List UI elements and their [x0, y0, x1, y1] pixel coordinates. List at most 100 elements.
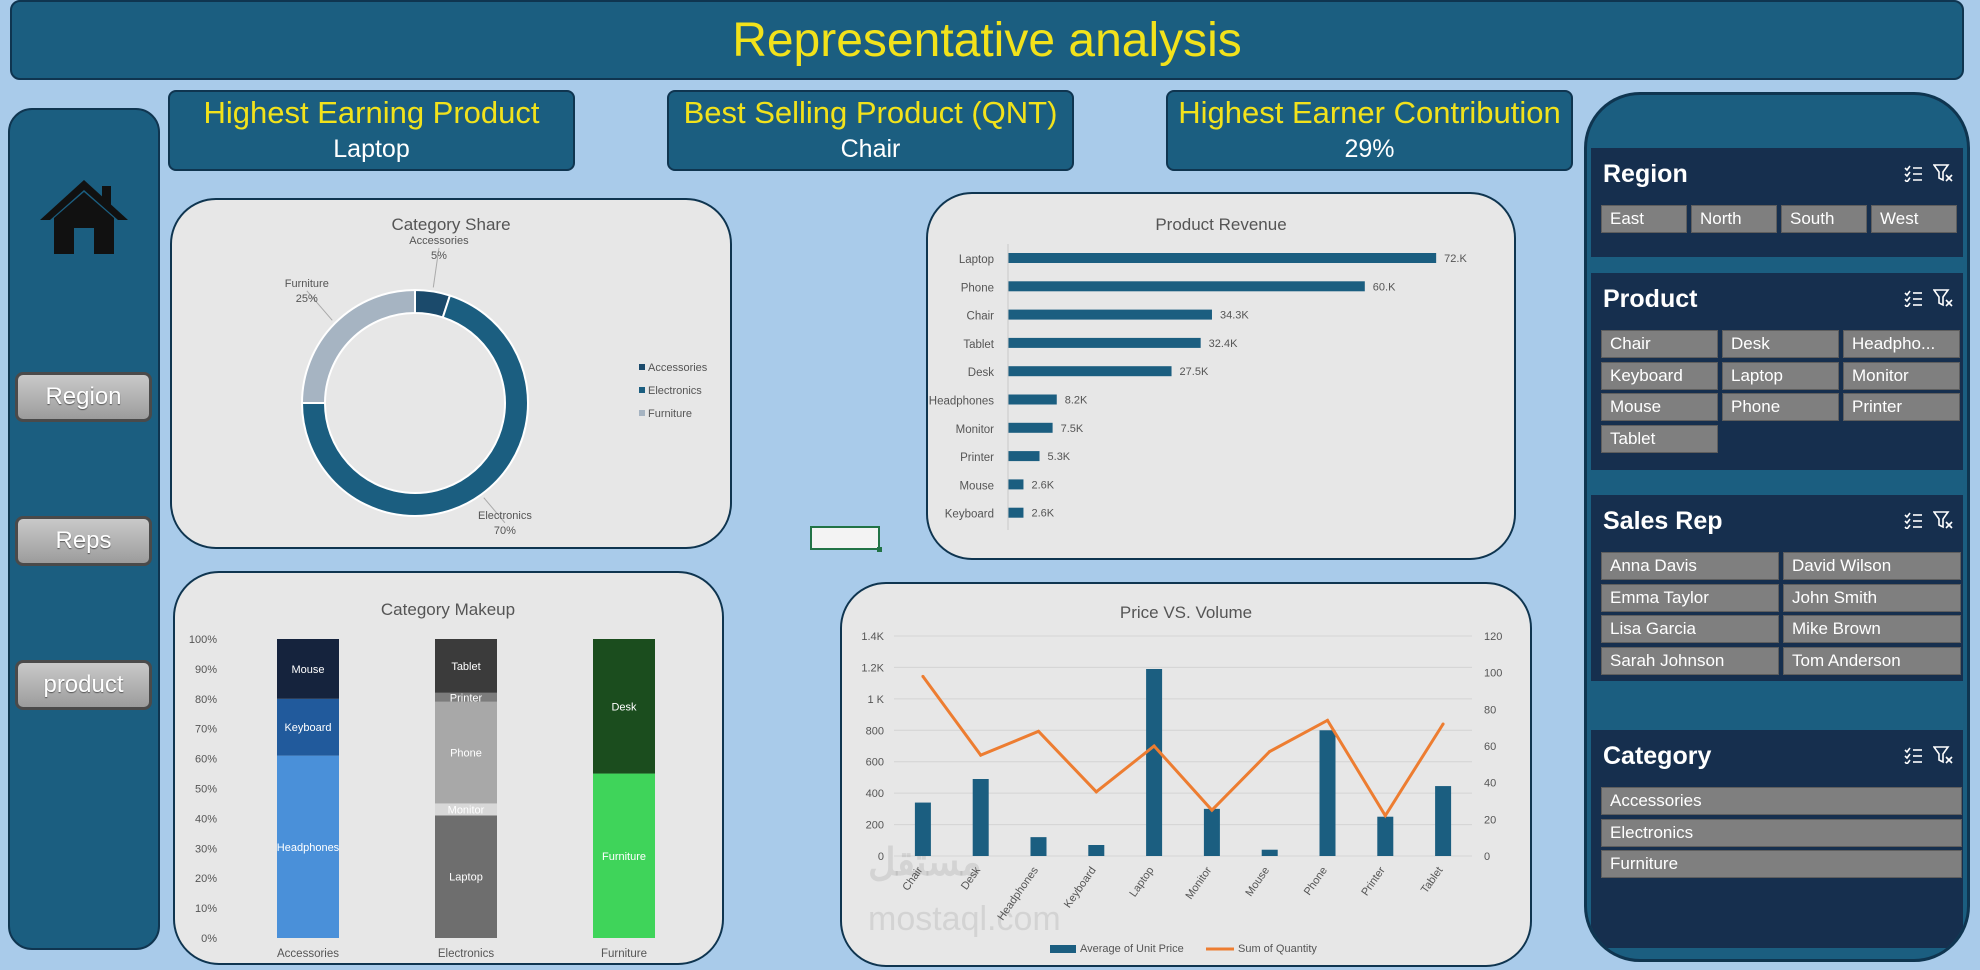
axis-label: Phone — [961, 282, 994, 294]
quantity-point — [1094, 790, 1098, 794]
stack-segment-printer — [435, 692, 497, 702]
price-bar-monitor — [1203, 808, 1220, 856]
quantity-line — [921, 675, 1445, 819]
slicer-item-west[interactable]: West — [1871, 205, 1957, 233]
x-tick: Laptop — [1127, 865, 1156, 899]
slicer-toolbar — [1893, 164, 1953, 187]
stack-segment-laptop — [435, 815, 497, 938]
product-nav-button[interactable]: product — [15, 660, 152, 710]
chart-title: Product Revenue — [1155, 215, 1286, 234]
y-tick: 50% — [195, 784, 217, 796]
product-revenue-card: Product Revenue Laptop 72.K Phone 60.K Chair 3… — [926, 192, 1516, 560]
slicer-item-printer[interactable]: Printer — [1843, 393, 1960, 421]
stack-segment-furniture — [593, 773, 655, 938]
slicer-item-david-wilson[interactable]: David Wilson — [1783, 552, 1961, 580]
reps-nav-button[interactable]: Reps — [15, 516, 152, 566]
chart-title: Price VS. Volume — [1120, 603, 1252, 622]
slicer-item-mouse[interactable]: Mouse — [1601, 393, 1718, 421]
slicer-item-lisa-garcia[interactable]: Lisa Garcia — [1601, 615, 1779, 643]
product-revenue-chart: Product Revenue Laptop 72.K Phone 60.K Chair 3… — [929, 215, 1467, 530]
y-tick: 10% — [195, 903, 217, 915]
slicer-title: Region — [1603, 160, 1688, 188]
slicer-item-keyboard[interactable]: Keyboard — [1601, 361, 1718, 390]
home-icon[interactable] — [38, 176, 130, 261]
multi-select-icon[interactable] — [1903, 511, 1923, 531]
clear-filter-icon[interactable] — [1932, 164, 1953, 182]
x-tick: Phone — [1302, 865, 1330, 898]
slicer-item-john-smith[interactable]: John Smith — [1783, 583, 1961, 612]
slicer-item-accessories[interactable]: Accessories — [1601, 787, 1962, 815]
data-label: 27.5K — [1180, 366, 1209, 378]
slicer-item-furniture[interactable]: Furniture — [1601, 850, 1962, 878]
donut-slice-furniture — [300, 288, 416, 404]
slicer-item-sarah-johnson[interactable]: Sarah Johnson — [1601, 646, 1779, 675]
x-tick: Furniture — [601, 948, 647, 960]
region-slicer: Region East North South West — [1591, 148, 1963, 257]
segment-label: Tablet — [451, 661, 480, 673]
slice-label: Accessories — [409, 235, 469, 247]
y-tick-right: 100 — [1484, 668, 1502, 680]
axis-label: Laptop — [959, 254, 994, 266]
slicer-item-anna-davis[interactable]: Anna Davis — [1601, 552, 1779, 580]
selected-cell[interactable] — [810, 526, 882, 552]
leader-line — [432, 247, 440, 288]
segment-label: Desk — [611, 701, 637, 713]
clear-filter-icon[interactable] — [1932, 511, 1953, 529]
segment-label: Phone — [450, 748, 482, 760]
kpi-title: Highest Earning Product — [203, 95, 540, 130]
data-label: 72.K — [1444, 253, 1467, 265]
slicer-item-tom-anderson[interactable]: Tom Anderson — [1783, 646, 1961, 675]
segment-label: Mouse — [291, 664, 324, 676]
clear-filter-icon[interactable] — [1932, 746, 1953, 764]
y-tick: 70% — [195, 724, 217, 736]
multi-select-icon[interactable] — [1903, 289, 1923, 309]
y-tick: 20% — [195, 873, 217, 885]
price-bar-phone — [1319, 730, 1336, 856]
y-tick: 80% — [195, 694, 217, 706]
slicer-item-south[interactable]: South — [1781, 205, 1867, 233]
region-nav-button[interactable]: Region — [15, 372, 152, 422]
y-tick-left: 400 — [866, 788, 884, 800]
slicer-item-headpho[interactable]: Headpho... — [1843, 330, 1960, 358]
multi-select-icon[interactable] — [1903, 164, 1923, 184]
y-tick-left: 1 K — [867, 694, 884, 706]
data-label: 8.2K — [1065, 395, 1088, 407]
quantity-point — [1210, 808, 1214, 812]
stack-segment-keyboard — [277, 698, 339, 756]
slicer-item-east[interactable]: East — [1601, 205, 1687, 233]
slicer-item-laptop[interactable]: Laptop — [1722, 361, 1839, 390]
quantity-point — [1268, 750, 1272, 753]
x-tick: Electronics — [438, 948, 494, 960]
kpi-highest-earning-product: Highest Earning Product Laptop — [168, 90, 575, 171]
revenue-bar-tablet — [1008, 337, 1201, 348]
segment-label: Keyboard — [284, 722, 331, 734]
page-title: Representative analysis — [732, 13, 1242, 67]
clear-filter-icon[interactable] — [1932, 289, 1953, 307]
slicer-item-electronics[interactable]: Electronics — [1601, 818, 1962, 847]
y-tick-right: 40 — [1484, 778, 1496, 790]
kpi-title: Best Selling Product (QNT) — [683, 95, 1058, 130]
legend-swatch — [639, 364, 645, 370]
legend-label: Average of Unit Price — [1080, 943, 1184, 955]
price-bar-keyboard — [1088, 845, 1105, 856]
y-tick-left: 200 — [866, 820, 884, 832]
slicer-item-monitor[interactable]: Monitor — [1843, 361, 1960, 390]
category-share-chart: Category ShareAccessories5%Electronics70… — [285, 215, 708, 537]
y-tick-right: 20 — [1484, 814, 1496, 826]
slicer-item-tablet[interactable]: Tablet — [1601, 424, 1718, 453]
slicer-item-phone[interactable]: Phone — [1722, 393, 1839, 421]
slicer-item-chair[interactable]: Chair — [1601, 330, 1718, 358]
multi-select-icon[interactable] — [1903, 746, 1923, 766]
y-tick-left: 600 — [866, 757, 884, 769]
stack-segment-monitor — [435, 803, 497, 816]
legend-swatch — [639, 410, 645, 416]
slicer-panel: Region East North South West Product Chair D… — [1584, 92, 1970, 962]
price-bar-headphones — [1030, 837, 1047, 856]
slicer-item-north[interactable]: North — [1691, 205, 1777, 233]
slicer-item-emma-taylor[interactable]: Emma Taylor — [1601, 583, 1779, 612]
slicer-item-mike-brown[interactable]: Mike Brown — [1783, 615, 1961, 643]
slicer-item-desk[interactable]: Desk — [1722, 330, 1839, 358]
legend-swatch — [1050, 945, 1076, 953]
stack-segment-desk — [593, 639, 655, 774]
